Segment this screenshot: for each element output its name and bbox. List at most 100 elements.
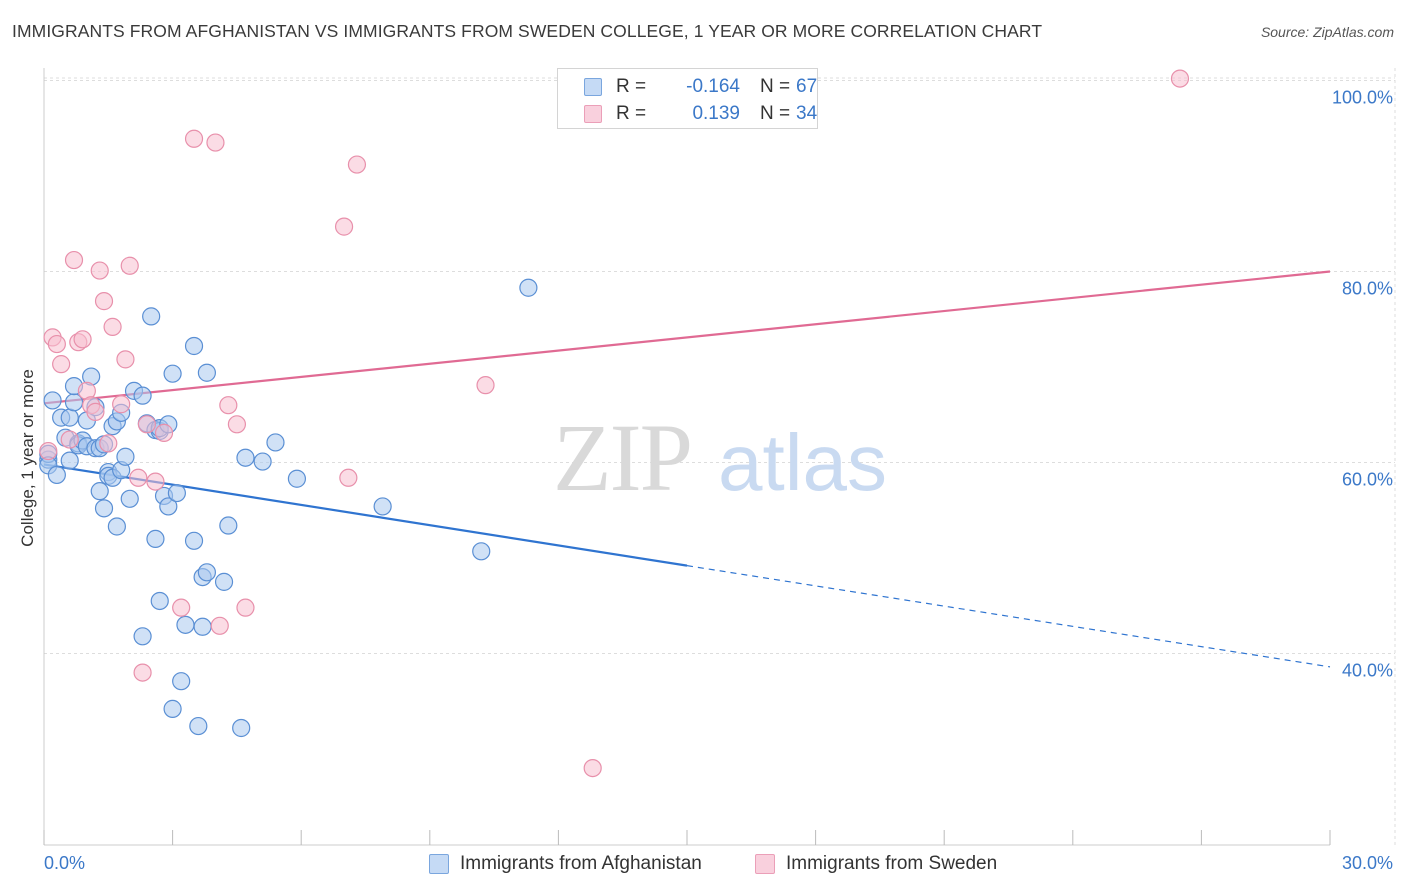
- point-afghanistan: [197, 563, 216, 582]
- correlation-legend: R = -0.164 N = 67 R = 0.139 N = 34: [557, 68, 818, 129]
- point-afghanistan: [193, 617, 212, 636]
- point-afghanistan: [159, 497, 178, 516]
- point-afghanistan: [214, 572, 234, 591]
- point-afghanistan: [133, 386, 152, 405]
- point-sweden: [334, 217, 354, 236]
- point-sweden: [116, 350, 135, 369]
- point-afghanistan: [287, 469, 307, 488]
- legend-swatch-afghanistan: [584, 78, 602, 96]
- point-afghanistan: [107, 517, 126, 536]
- point-sweden: [99, 434, 118, 453]
- legend-n-label: N =: [760, 103, 791, 124]
- y-tick-label: 60.0%: [1342, 470, 1393, 490]
- trendline-afghanistan-extension: [686, 565, 1331, 668]
- point-sweden: [133, 663, 152, 682]
- point-sweden: [210, 616, 229, 635]
- tick-layer: 40.0% 60.0% 80.0% 100.0% 0.0% 30.0%: [43, 88, 1393, 873]
- point-sweden: [154, 423, 174, 442]
- y-axis-label: College, 1 year or more: [18, 369, 37, 547]
- point-sweden: [583, 758, 602, 778]
- point-afghanistan: [266, 433, 285, 452]
- legend-n-value: 67: [796, 76, 818, 97]
- point-sweden: [47, 334, 66, 354]
- bottom-legend-label: Immigrants from Sweden: [786, 853, 998, 874]
- point-afghanistan: [236, 448, 255, 467]
- legend-swatch-sweden: [584, 105, 602, 123]
- point-afghanistan: [167, 483, 186, 503]
- trendline-sweden: [43, 270, 1331, 405]
- point-afghanistan: [90, 482, 109, 501]
- point-sweden: [172, 598, 191, 617]
- watermark-zip: ZIP: [553, 404, 691, 511]
- point-sweden: [137, 415, 156, 434]
- point-sweden: [339, 468, 358, 487]
- point-sweden: [86, 402, 105, 421]
- point-sweden: [347, 155, 367, 174]
- point-afghanistan: [219, 516, 238, 535]
- point-afghanistan: [184, 531, 204, 550]
- point-afghanistan: [176, 615, 195, 634]
- point-afghanistan: [232, 718, 251, 738]
- point-sweden: [1170, 69, 1190, 88]
- point-sweden: [129, 468, 148, 487]
- point-sweden: [219, 396, 238, 415]
- point-afghanistan: [172, 672, 191, 691]
- y-tick-label: 80.0%: [1342, 279, 1393, 299]
- point-sweden: [227, 415, 246, 434]
- point-sweden: [52, 355, 71, 374]
- watermark: ZIP atlas: [553, 404, 887, 511]
- bottom-legend-label: Immigrants from Afghanistan: [460, 853, 702, 874]
- point-sweden: [120, 256, 139, 275]
- x-tick-label: 30.0%: [1342, 853, 1393, 873]
- point-afghanistan: [373, 497, 392, 516]
- point-afghanistan: [197, 363, 216, 382]
- legend-r-label: R =: [616, 103, 647, 124]
- point-afghanistan: [189, 716, 208, 736]
- point-afghanistan: [184, 336, 204, 356]
- legend-r-label: R =: [616, 76, 647, 97]
- point-afghanistan: [519, 278, 538, 297]
- point-sweden: [90, 261, 109, 280]
- point-afghanistan: [120, 489, 139, 508]
- y-tick-label: 40.0%: [1342, 661, 1393, 681]
- legend-r-value: 0.139: [692, 103, 740, 124]
- point-sweden: [112, 395, 131, 414]
- point-sweden: [73, 330, 92, 349]
- point-afghanistan: [142, 307, 161, 326]
- point-afghanistan: [472, 542, 491, 561]
- point-afghanistan: [43, 391, 62, 410]
- point-afghanistan: [94, 499, 114, 518]
- point-afghanistan: [133, 627, 152, 646]
- x-tick-label: 0.0%: [44, 853, 85, 873]
- legend-r-value: -0.164: [686, 76, 740, 97]
- point-sweden: [206, 133, 225, 152]
- point-afghanistan: [116, 447, 135, 466]
- point-afghanistan: [47, 465, 66, 485]
- point-afghanistan: [163, 699, 182, 718]
- point-sweden: [94, 292, 114, 311]
- point-sweden: [60, 430, 79, 449]
- points-layer: [39, 69, 1190, 778]
- bottom-legend-swatch-sweden: [755, 854, 775, 874]
- watermark-atlas: atlas: [718, 418, 887, 507]
- legend-n-value: 34: [796, 103, 818, 124]
- point-sweden: [64, 250, 84, 270]
- point-sweden: [184, 129, 204, 148]
- point-afghanistan: [60, 451, 79, 470]
- point-afghanistan: [146, 529, 165, 549]
- y-tick-label: 100.0%: [1332, 88, 1393, 108]
- point-afghanistan: [253, 452, 272, 471]
- bottom-legend-swatch-afghanistan: [429, 854, 449, 874]
- source-label: Source: ZipAtlas.com: [1260, 24, 1394, 40]
- point-sweden: [103, 317, 122, 336]
- chart-title: IMMIGRANTS FROM AFGHANISTAN VS IMMIGRANT…: [12, 21, 1043, 41]
- point-sweden: [146, 472, 165, 491]
- legend-n-label: N =: [760, 76, 791, 97]
- point-afghanistan: [163, 364, 182, 383]
- point-afghanistan: [60, 408, 79, 427]
- point-sweden: [236, 598, 255, 617]
- point-sweden: [39, 441, 58, 461]
- point-sweden: [476, 376, 495, 395]
- point-afghanistan: [150, 591, 169, 611]
